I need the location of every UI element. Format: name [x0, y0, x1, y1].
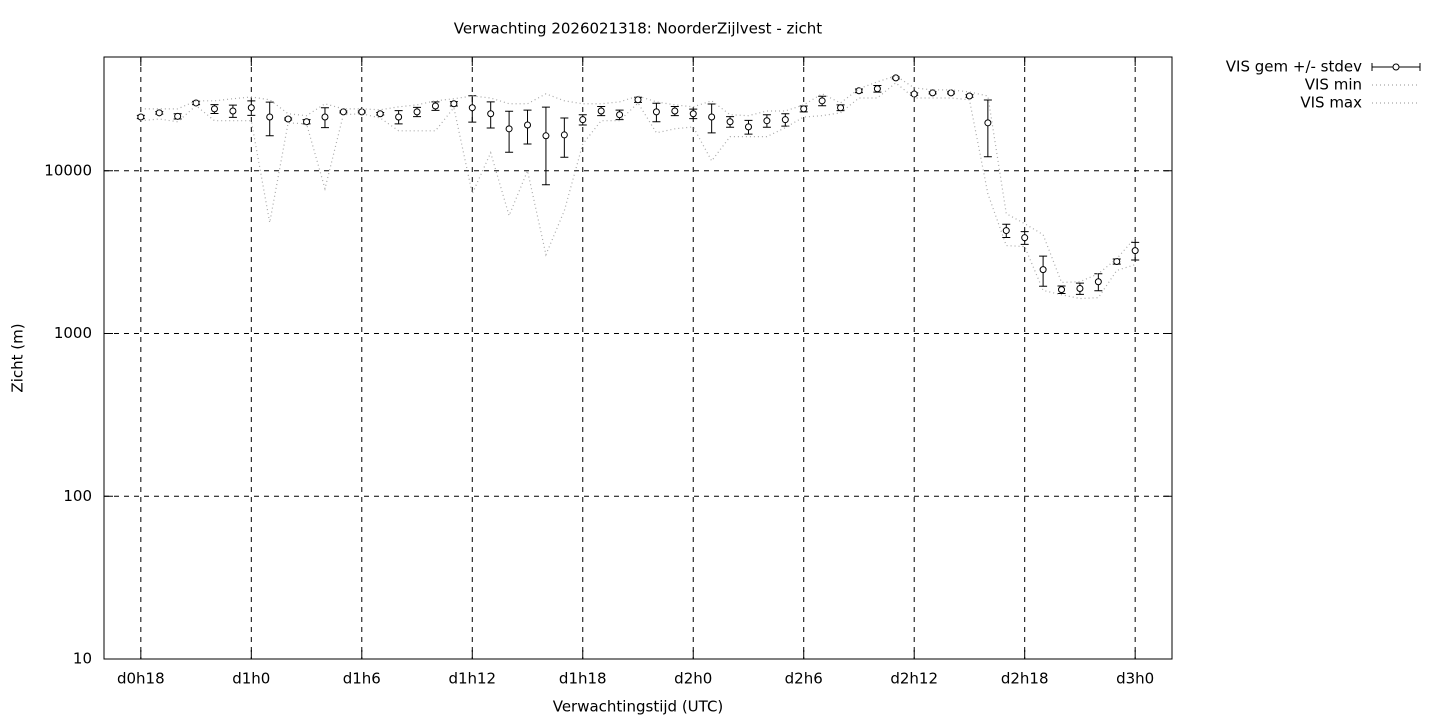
x-tick-label: d1h6	[343, 670, 381, 688]
point	[1131, 247, 1139, 255]
point	[376, 110, 384, 118]
plot-frame	[103, 56, 1173, 660]
x-tick-label: d2h6	[785, 670, 823, 688]
x-axis-label: Verwachtingstijd (UTC)	[553, 698, 724, 716]
point	[413, 108, 421, 116]
y-tick-label: 10000	[44, 161, 92, 179]
chart-title: Verwachting 2026021318: NoorderZijlvest …	[454, 20, 823, 38]
legend-label: VIS min	[1305, 76, 1362, 94]
point	[303, 118, 311, 126]
point	[984, 119, 992, 127]
point	[1094, 278, 1102, 286]
point	[671, 107, 679, 115]
point	[174, 112, 182, 120]
x-tick-label: d3h0	[1116, 670, 1154, 688]
error-bar	[983, 99, 992, 158]
point	[358, 108, 366, 116]
point	[505, 125, 513, 133]
point	[524, 121, 532, 129]
point	[450, 100, 458, 108]
point	[744, 123, 752, 131]
point	[395, 113, 403, 121]
point	[910, 90, 918, 98]
point	[487, 110, 495, 118]
point	[560, 131, 568, 139]
x-tick-label: d0h18	[117, 670, 165, 688]
x-tick-label: d1h18	[559, 670, 607, 688]
point	[634, 96, 642, 104]
point	[689, 110, 697, 118]
point	[247, 104, 255, 112]
legend-swatch	[1392, 63, 1400, 71]
point	[726, 118, 734, 126]
point	[431, 102, 439, 110]
point	[652, 108, 660, 116]
x-tick-label: d2h12	[890, 670, 938, 688]
y-axis-label: Zicht (m)	[9, 323, 27, 392]
point	[781, 116, 789, 124]
point	[929, 89, 937, 97]
point	[763, 117, 771, 125]
point	[1058, 286, 1066, 294]
point	[579, 116, 587, 124]
point	[137, 113, 145, 121]
point	[873, 85, 881, 93]
point	[1076, 285, 1084, 293]
point	[1002, 227, 1010, 235]
y-tick-label: 1000	[54, 324, 92, 342]
legend-label: VIS gem +/- stdev	[1226, 58, 1362, 76]
series-line	[140, 82, 1136, 300]
point	[1021, 234, 1029, 242]
point	[339, 108, 347, 116]
point	[155, 109, 163, 117]
x-tick-label: d2h18	[1001, 670, 1049, 688]
point	[708, 113, 716, 121]
series-line	[140, 75, 1136, 284]
point	[210, 105, 218, 113]
point	[855, 87, 863, 95]
point	[1039, 266, 1047, 274]
y-tick-label: 10	[73, 650, 92, 668]
y-tick-label: 100	[63, 487, 92, 505]
point	[192, 99, 200, 107]
point	[818, 97, 826, 105]
point	[947, 89, 955, 97]
point	[837, 104, 845, 112]
point	[468, 104, 476, 112]
x-tick-label: d1h0	[232, 670, 270, 688]
point	[321, 113, 329, 121]
point	[616, 111, 624, 119]
legend-label: VIS max	[1300, 94, 1362, 112]
error-bar	[541, 106, 550, 186]
point	[284, 115, 292, 123]
point	[965, 92, 973, 100]
x-tick-label: d2h0	[674, 670, 712, 688]
point	[266, 113, 274, 121]
point	[597, 107, 605, 115]
point	[229, 107, 237, 115]
point	[542, 132, 550, 140]
point	[1113, 257, 1121, 265]
point	[800, 105, 808, 113]
x-tick-label: d1h12	[448, 670, 496, 688]
